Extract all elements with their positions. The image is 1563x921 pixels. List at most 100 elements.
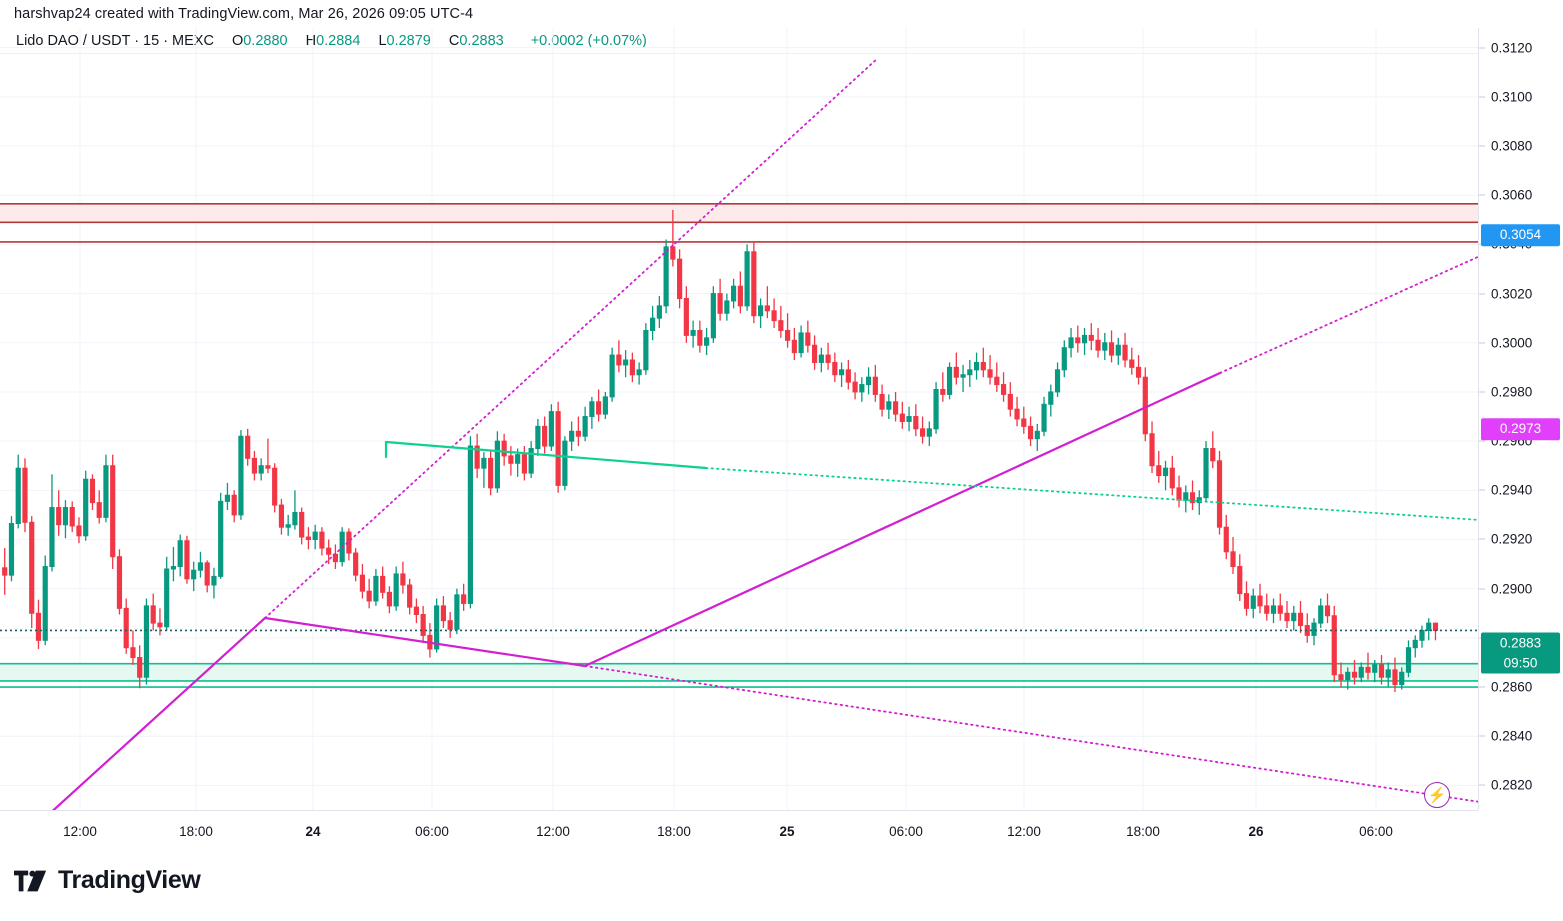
magenta-steep-dotted[interactable] <box>264 57 879 619</box>
candle <box>305 527 312 550</box>
time-tick-label: 12:00 <box>1007 824 1041 839</box>
candle <box>1122 332 1128 368</box>
candle <box>973 352 980 380</box>
candle <box>704 328 710 356</box>
candle <box>521 446 527 481</box>
candle <box>2 548 8 595</box>
candle <box>56 490 62 536</box>
candle <box>1412 635 1418 658</box>
candle <box>42 555 48 646</box>
support-zone[interactable] <box>0 663 1478 681</box>
candle <box>629 352 635 383</box>
candle <box>1095 328 1101 358</box>
tradingview-logo-icon <box>14 870 47 891</box>
price-tick-dash <box>1479 145 1485 147</box>
candle <box>650 305 656 341</box>
magenta-descending-dotted[interactable] <box>584 665 1478 803</box>
legend-close-value: 0.2883 <box>459 32 504 49</box>
candle <box>1142 367 1148 442</box>
magenta-rising-2-dotted[interactable] <box>1219 255 1478 374</box>
candle <box>771 298 777 329</box>
candle <box>697 320 703 353</box>
time-tick-label: 06:00 <box>415 824 449 839</box>
candle <box>1189 480 1196 510</box>
time-tick-label: 18:00 <box>657 824 691 839</box>
candle <box>636 362 642 385</box>
candle <box>542 416 548 454</box>
candle <box>798 325 804 358</box>
candle <box>892 391 899 422</box>
time-tick-label: 24 <box>305 824 321 839</box>
magenta-descending[interactable] <box>263 616 587 668</box>
candle <box>886 394 892 419</box>
candle <box>919 416 926 444</box>
resistance-price-badge[interactable]: 0.3054 <box>1481 224 1560 246</box>
last-price-badge[interactable]: 0.2883 09:50 <box>1481 632 1560 674</box>
candle <box>366 578 372 609</box>
price-tick-label: 0.3100 <box>1491 89 1533 105</box>
price-axis[interactable]: 0.31200.31000.30800.30600.30400.30200.30… <box>1478 28 1563 810</box>
candle <box>278 498 285 535</box>
candle <box>1156 450 1162 483</box>
candle <box>616 340 622 373</box>
candle <box>535 419 541 456</box>
candle <box>825 342 831 370</box>
candle <box>994 362 1000 392</box>
candle <box>960 364 966 392</box>
candle <box>35 599 42 649</box>
last-price-badge-time: 09:50 <box>1503 655 1538 670</box>
candle <box>22 458 28 533</box>
candle <box>1324 593 1331 624</box>
time-tick-label: 06:00 <box>889 824 923 839</box>
resistance-zone[interactable] <box>0 203 1478 223</box>
candle <box>427 623 433 658</box>
green-falling-dotted[interactable] <box>705 467 1478 521</box>
last-price-badge-price: 0.2883 <box>1499 635 1542 651</box>
candle <box>204 560 210 593</box>
candle <box>49 474 55 572</box>
candle <box>218 492 224 579</box>
legend-symbol[interactable]: Lido DAO / USDT · 15 · MEXC <box>16 32 214 49</box>
candle <box>946 362 953 400</box>
time-tick-label: 12:00 <box>536 824 570 839</box>
magenta-price-badge[interactable]: 0.2973 <box>1481 418 1560 440</box>
candle <box>1297 600 1304 633</box>
candle <box>1243 581 1250 616</box>
candle <box>528 441 534 479</box>
legend-low-label: L <box>378 32 387 49</box>
candle <box>1385 662 1391 688</box>
candle <box>164 556 170 631</box>
candle <box>940 372 946 402</box>
candle <box>312 524 318 550</box>
candle <box>1264 593 1270 621</box>
candle <box>832 352 838 383</box>
candle <box>1108 330 1115 363</box>
candle <box>906 406 912 432</box>
candle <box>1405 640 1412 678</box>
candle <box>845 359 851 390</box>
legend-close-label: C <box>448 32 460 49</box>
chart-plot-area[interactable]: ⚡ <box>0 28 1478 810</box>
time-axis[interactable]: 12:00 18:00 24 06:00 12:00 18:00 25 06:00 12:00 1… <box>0 810 1478 852</box>
candle <box>245 428 251 466</box>
magenta-rising-main[interactable] <box>25 616 267 810</box>
candle <box>285 514 291 536</box>
time-tick-label: 06:00 <box>1359 824 1393 839</box>
lightning-bolt-icon[interactable]: ⚡ <box>1424 782 1450 808</box>
candle <box>1223 514 1229 560</box>
attribution-bar: harshvap24 created with TradingView.com,… <box>0 0 1563 28</box>
candle <box>1210 431 1216 469</box>
green-falling-top[interactable] <box>384 440 708 470</box>
candle <box>1014 396 1020 427</box>
candle <box>359 564 366 599</box>
price-tick-dash <box>1479 47 1485 49</box>
candle <box>150 593 156 631</box>
candle <box>69 501 75 533</box>
candle <box>609 347 615 402</box>
price-tick-dash <box>1479 293 1485 295</box>
candle <box>643 323 649 375</box>
candle <box>191 561 197 592</box>
time-tick-label: 26 <box>1248 824 1264 839</box>
magenta-rising-2[interactable] <box>583 371 1222 668</box>
